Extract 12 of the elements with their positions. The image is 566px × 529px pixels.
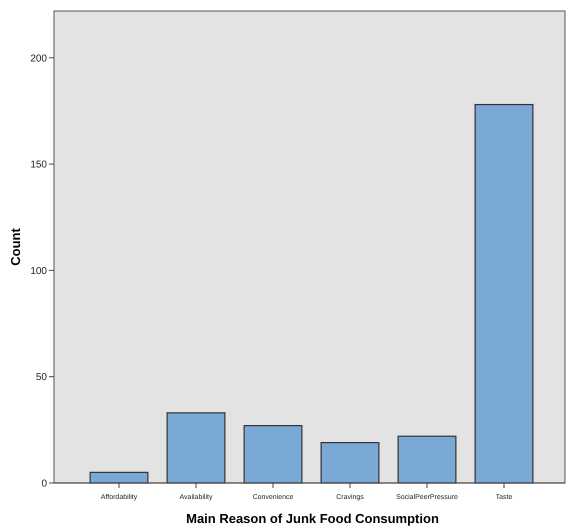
- y-tick-label: 50: [36, 372, 48, 384]
- y-tick-label: 100: [30, 266, 48, 277]
- y-tick-label: 0: [41, 478, 48, 490]
- bar: [244, 424, 302, 484]
- bar: [166, 412, 226, 484]
- x-axis-title: Main Reason of Junk Food Consumption: [186, 511, 439, 526]
- bar: [398, 436, 456, 484]
- y-axis-title: Count: [8, 228, 23, 266]
- y-tick-label: 150: [30, 160, 48, 171]
- y-tick-label: 200: [30, 53, 48, 64]
- bar: [320, 442, 380, 484]
- bar: [474, 104, 534, 484]
